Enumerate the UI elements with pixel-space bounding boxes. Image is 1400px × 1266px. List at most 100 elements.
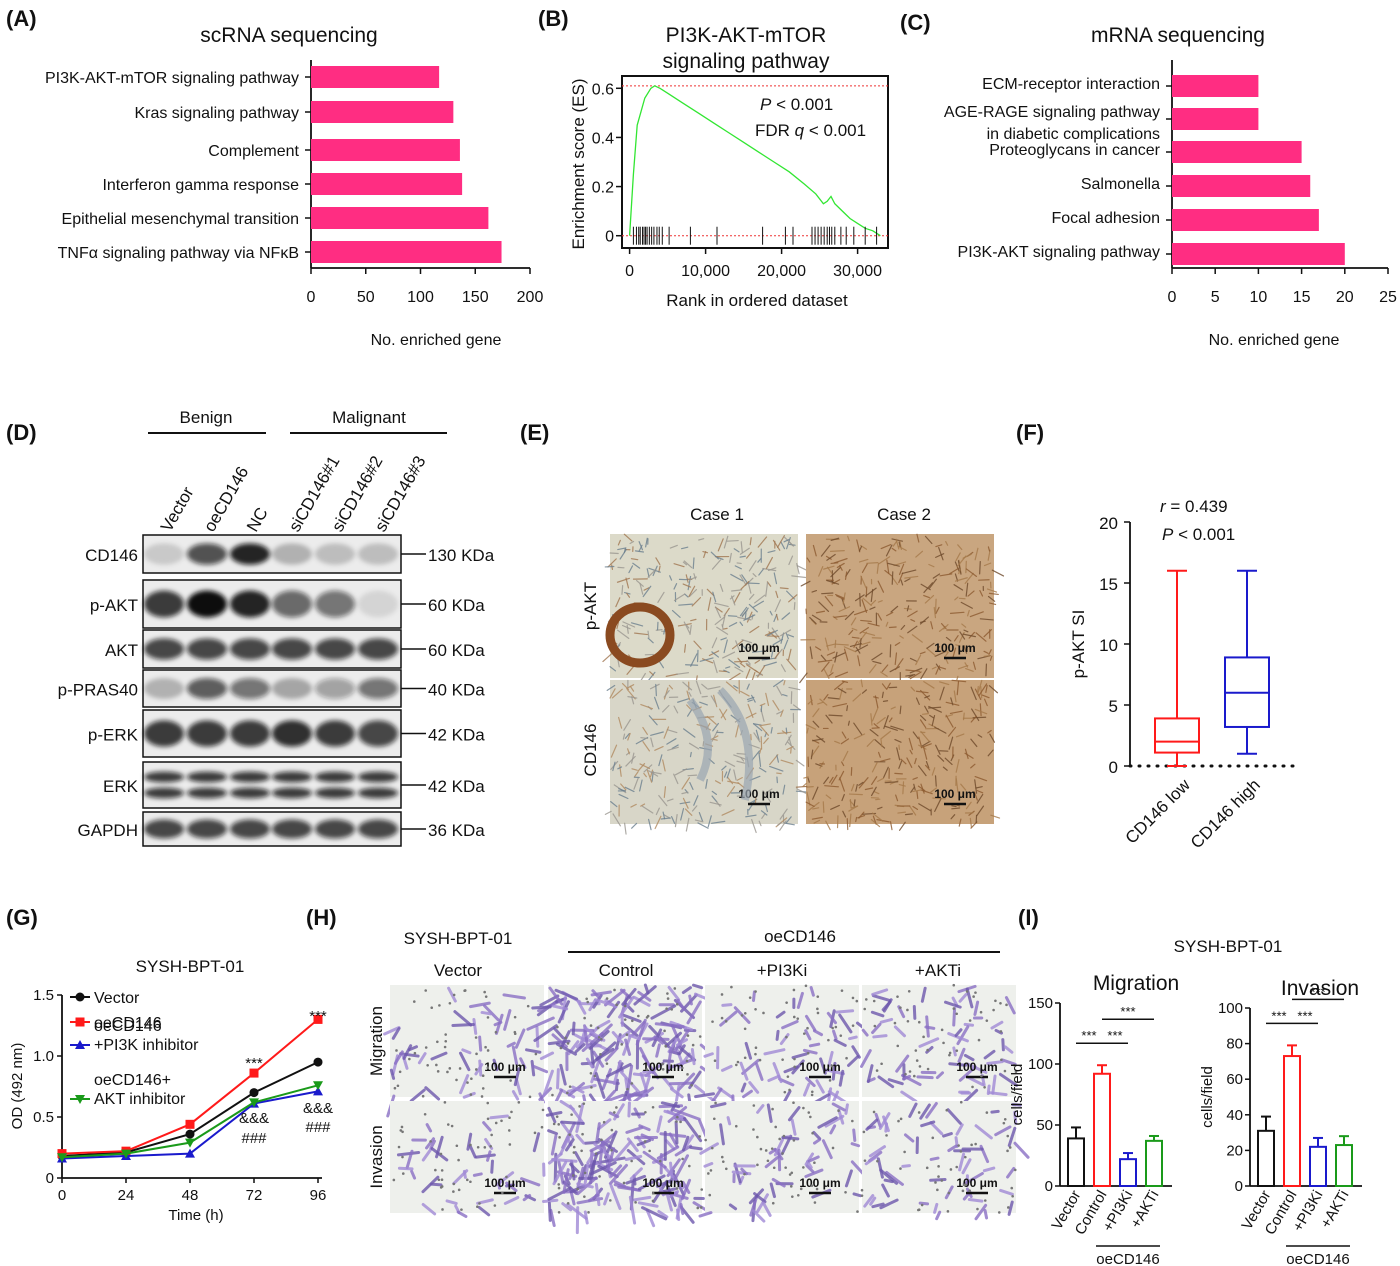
transwell-image-texture bbox=[600, 1156, 626, 1164]
ihc-image-texture bbox=[886, 682, 891, 690]
transwell-image-pore bbox=[736, 1060, 740, 1064]
ihc-image-texture bbox=[802, 782, 807, 788]
ihc-image-texture bbox=[772, 700, 780, 711]
blot-band bbox=[315, 819, 355, 839]
transwell-image-texture bbox=[739, 1061, 749, 1081]
ihc-image-texture bbox=[723, 535, 729, 549]
transwell-image-pore bbox=[983, 1085, 986, 1089]
ihc-image-texture bbox=[914, 757, 917, 765]
transwell-image-pore bbox=[424, 989, 428, 992]
transwell-image-texture bbox=[844, 1169, 853, 1188]
ihc-image-texture bbox=[846, 818, 849, 831]
ihc-image-texture bbox=[638, 541, 644, 551]
transwell-image-texture bbox=[929, 1156, 940, 1161]
ihc-image-texture bbox=[861, 689, 867, 694]
transwell-image-pore bbox=[634, 1201, 637, 1204]
transwell-group: oeCD146 bbox=[764, 927, 836, 946]
ihc-image-texture bbox=[841, 680, 849, 683]
ihc-image-texture bbox=[751, 818, 757, 834]
transwell-image-texture bbox=[761, 1201, 772, 1217]
transwell-image-texture bbox=[999, 1188, 1014, 1196]
panel-g-point bbox=[313, 1057, 323, 1067]
transwell-image-texture bbox=[764, 1156, 779, 1169]
ihc-image-texture bbox=[870, 599, 877, 606]
ihc-image-texture bbox=[888, 626, 897, 629]
blot-size-label: 60 KDa bbox=[428, 596, 485, 615]
ihc-image-texture bbox=[900, 624, 906, 630]
transwell-image-texture bbox=[819, 1057, 827, 1075]
transwell-image-texture bbox=[482, 1121, 492, 1132]
panel-g-legend-label: +PI3K inhibitor bbox=[94, 1037, 199, 1054]
ihc-image-texture bbox=[873, 791, 880, 795]
transwell-image-pore bbox=[752, 1128, 755, 1131]
ihc-image-texture bbox=[699, 657, 714, 662]
ihc-image-texture bbox=[842, 810, 847, 818]
ihc-image-texture bbox=[935, 744, 941, 755]
panel-a-bar bbox=[311, 101, 454, 123]
transwell-image-texture bbox=[918, 1037, 940, 1048]
ihc-image-texture bbox=[915, 550, 924, 558]
ihc-image-texture bbox=[818, 601, 830, 612]
ihc-image-texture bbox=[866, 738, 875, 747]
transwell-image-pore bbox=[572, 1151, 576, 1154]
transwell-image-pore bbox=[450, 1124, 454, 1128]
ihc-image-texture bbox=[965, 668, 974, 672]
transwell-image-pore bbox=[429, 1140, 432, 1143]
panel-c-x-tick-label: 5 bbox=[1211, 289, 1220, 306]
ihc-image-texture bbox=[825, 794, 832, 800]
transwell-image-texture bbox=[838, 1013, 853, 1034]
transwell-image-texture bbox=[429, 1139, 436, 1150]
ihc-image-texture bbox=[740, 541, 743, 554]
ihc-image-texture bbox=[939, 686, 945, 701]
ihc-image-texture bbox=[712, 659, 718, 674]
ihc-image-texture bbox=[755, 729, 760, 741]
transwell-image-pore bbox=[964, 1155, 967, 1159]
ihc-image-texture bbox=[707, 686, 721, 690]
transwell-image-texture bbox=[522, 1193, 532, 1202]
ihc-image-texture bbox=[918, 803, 931, 812]
ihc-image-texture bbox=[710, 695, 717, 705]
panel-c-category-label: PI3K-AKT signaling pathway bbox=[958, 244, 1160, 261]
ihc-image-texture bbox=[983, 650, 989, 654]
blot-band bbox=[187, 819, 227, 839]
transwell-image-texture bbox=[803, 1082, 811, 1097]
panel-i-sig-label: *** bbox=[1107, 1028, 1122, 1043]
transwell-image-pore bbox=[576, 1187, 579, 1191]
transwell-image-pore bbox=[711, 1020, 714, 1023]
ihc-image-texture bbox=[712, 738, 718, 741]
ihc-image-texture bbox=[892, 540, 898, 547]
transwell-image-texture bbox=[958, 1065, 977, 1082]
ihc-image-texture bbox=[685, 817, 690, 832]
transwell-image-pore bbox=[557, 1183, 561, 1186]
ihc-image-texture bbox=[859, 638, 862, 649]
transwell-image-pore bbox=[810, 1184, 814, 1187]
ihc-image-texture bbox=[769, 754, 779, 766]
transwell-image-texture bbox=[642, 1069, 655, 1074]
transwell-image-texture bbox=[535, 1025, 540, 1048]
transwell-image-texture bbox=[787, 1106, 801, 1122]
ihc-image-texture bbox=[934, 798, 942, 812]
transwell-image-pore bbox=[664, 1044, 668, 1048]
ihc-image-texture bbox=[860, 619, 872, 623]
panel-c-bar bbox=[1172, 209, 1319, 231]
transwell-image-texture bbox=[994, 1125, 1012, 1137]
transwell-image-texture bbox=[573, 1151, 584, 1167]
transwell-image-pore bbox=[578, 1105, 581, 1108]
panel-i-bar bbox=[1093, 1072, 1111, 1188]
ihc-image-texture bbox=[623, 719, 632, 731]
ihc-image-texture bbox=[643, 587, 650, 591]
ihc-image-texture bbox=[755, 673, 763, 677]
transwell-image-pore bbox=[797, 1193, 800, 1197]
transwell-image-texture bbox=[613, 1140, 632, 1162]
panel-f-y-tick-label: 0 bbox=[1109, 758, 1118, 777]
transwell-image-pore bbox=[1006, 1134, 1010, 1138]
transwell-image-pore bbox=[860, 1188, 864, 1192]
transwell-image-texture bbox=[678, 1044, 686, 1055]
ihc-image-texture bbox=[758, 752, 762, 768]
ihc-image-texture bbox=[765, 788, 773, 794]
panel-f-annotation-r: r = 0.439 bbox=[1160, 497, 1228, 516]
ihc-image-texture bbox=[959, 631, 966, 640]
panel-i-y-tick-label: 150 bbox=[1028, 995, 1053, 1012]
ihc-image-texture bbox=[610, 744, 618, 758]
transwell-image-pore bbox=[439, 1186, 443, 1189]
